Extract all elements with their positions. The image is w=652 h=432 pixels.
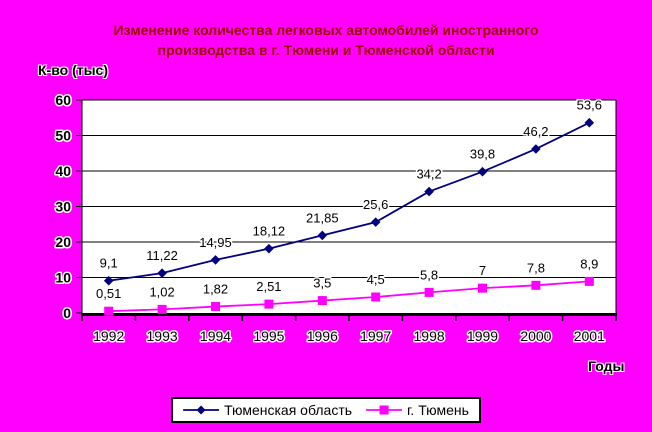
legend-item-tyumen-city: г. Тюмень: [366, 402, 469, 418]
data-label: 2,51: [256, 279, 281, 294]
x-tick-label: 2001: [574, 328, 605, 344]
y-tick-label: 60: [55, 92, 71, 108]
legend-item-tyumen-oblast: Тюменская область: [183, 402, 352, 418]
data-label: 1,02: [149, 284, 174, 299]
data-label: 7,8: [527, 260, 545, 275]
x-tick-label: 1996: [307, 328, 338, 344]
x-tick-label: 1997: [360, 328, 391, 344]
data-label: 4,5: [367, 272, 385, 287]
data-point-square: [317, 296, 327, 306]
x-tick-label: 1994: [200, 328, 231, 344]
y-tick-label: 40: [55, 163, 71, 179]
data-label: 3,5: [313, 276, 331, 291]
legend: Тюменская область г. Тюмень: [171, 397, 481, 423]
data-label: 14,95: [199, 235, 232, 250]
data-point-square: [211, 302, 220, 312]
gridlines: [82, 99, 616, 278]
data-point-square: [584, 276, 594, 286]
data-point-diamond: [584, 117, 595, 128]
data-point-square: [104, 306, 114, 316]
data-point-diamond: [477, 166, 488, 177]
x-tick-label: 1995: [253, 328, 284, 344]
data-label: 25,6: [363, 197, 388, 212]
data-point-diamond: [103, 275, 114, 286]
legend-marker-square-icon: [366, 405, 403, 415]
chart-title-line1: Изменение количества легковых автомобиле…: [113, 22, 539, 38]
x-tick-label: 1992: [93, 328, 124, 344]
y-axis-ticks: 0 10 20 30 40 50 60: [54, 91, 82, 323]
x-tick-label: 1999: [467, 328, 498, 344]
data-label: 53,6: [577, 98, 602, 113]
series-0-line: [108, 121, 590, 282]
data-point-square: [478, 283, 487, 293]
data-point-diamond: [157, 268, 167, 278]
y-tick-label: 20: [55, 234, 71, 250]
data-point-diamond: [264, 243, 274, 254]
x-tick-label: 2000: [520, 328, 551, 344]
data-label: 11,22: [146, 248, 178, 263]
x-axis-ticks: [81, 315, 617, 321]
legend-label-tyumen-city: г. Тюмень: [407, 402, 469, 418]
data-label: 8,9: [580, 256, 598, 271]
x-tick-label: 1993: [147, 328, 178, 344]
x-axis-labels: 1992 1993 1994 1995 1996 1997 1998 1999 2000 2001: [92, 327, 607, 346]
data-point-square: [264, 299, 274, 309]
chart-title-line2: производства в г. Тюмени и Тюменской обл…: [157, 42, 495, 58]
data-label: 1,82: [203, 282, 228, 297]
legend-marker-diamond-icon: [183, 405, 220, 415]
y-tick-label: 50: [55, 128, 71, 144]
data-label: 39,8: [470, 147, 495, 162]
data-point-square: [424, 287, 434, 297]
data-point-diamond: [210, 255, 221, 265]
data-point-diamond: [424, 186, 434, 197]
x-axis-title: Годы: [588, 358, 625, 374]
y-tick-label: 30: [55, 199, 71, 215]
chart-title: Изменение количества легковых автомобиле…: [0, 20, 652, 60]
data-point-diamond: [531, 144, 541, 154]
series-1: 0,51 1,02 1,82 2,51 3,5 4,5 5,8 7 7,8 8,9: [95, 255, 600, 316]
data-label: 0,51: [96, 286, 121, 301]
data-point-square: [531, 280, 541, 290]
data-point-square: [371, 292, 381, 302]
legend-label-tyumen-oblast: Тюменская область: [224, 402, 353, 418]
data-point-square: [157, 304, 167, 314]
series-0: 9,1 11,22 14,95 18,12 21,85 25,6 34,2 39,8 46,2 5…: [98, 96, 603, 286]
data-label: 7: [479, 263, 486, 278]
data-label: 21,85: [306, 210, 339, 225]
y-axis-title: К-во (тыс): [38, 62, 108, 78]
data-label: 5,8: [420, 267, 438, 282]
data-label: 9,1: [100, 256, 118, 271]
data-point-diamond: [370, 217, 381, 227]
data-label: 46,2: [523, 124, 548, 139]
series-1-line: [108, 280, 590, 313]
data-label: 34,2: [416, 167, 441, 182]
x-tick-label: 1998: [414, 328, 445, 344]
data-label: 18,12: [253, 224, 286, 239]
y-tick-label: 10: [55, 270, 71, 286]
y-tick-label: 0: [63, 305, 71, 321]
data-point-diamond: [317, 230, 328, 241]
